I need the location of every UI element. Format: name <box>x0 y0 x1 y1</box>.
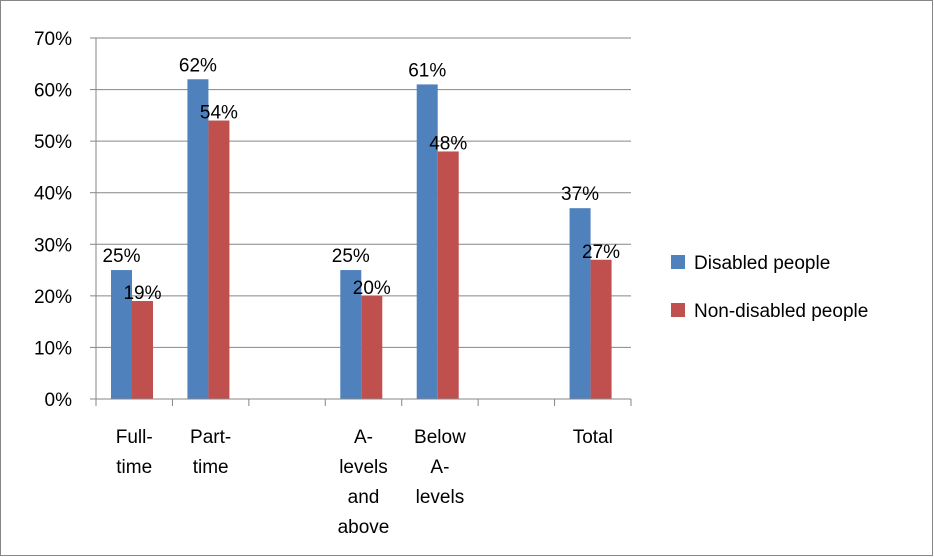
bar <box>187 79 209 399</box>
x-tick-label: A- <box>354 427 373 448</box>
bar <box>208 120 230 399</box>
bar <box>361 295 383 399</box>
y-tick-label: 20% <box>34 287 72 308</box>
x-tick-label: levels <box>339 457 388 478</box>
data-label: 25% <box>102 246 140 267</box>
data-label: 61% <box>408 60 446 81</box>
y-tick-label: 40% <box>34 184 72 205</box>
x-tick-label: time <box>116 457 152 478</box>
x-tick-label: Full- <box>116 427 153 448</box>
y-tick-label: 50% <box>34 132 72 153</box>
legend-swatch <box>671 303 685 317</box>
data-labels: 25% 62% 25% 61% 37% 19% 54% 20% 48% 27% <box>102 55 620 304</box>
x-tick-label: Total <box>573 427 613 448</box>
x-tick-label: levels <box>416 487 465 508</box>
x-tick-label: Below <box>414 427 466 448</box>
x-tick-label: time <box>193 457 229 478</box>
data-label: 25% <box>332 246 370 267</box>
legend-label: Disabled people <box>694 253 830 274</box>
data-label: 19% <box>123 283 161 304</box>
bar <box>132 301 153 399</box>
bar <box>340 270 362 399</box>
x-tick-label: above <box>338 517 390 538</box>
x-tick-label: A- <box>430 457 449 478</box>
bar <box>569 208 591 399</box>
x-tick-label: and <box>348 487 380 508</box>
bar <box>416 84 438 400</box>
axes: 0% 10% 20% 30% 40% 50% 60% 70% Full-time Part-tim… <box>34 29 632 538</box>
data-label: 37% <box>561 184 599 205</box>
y-tick-label: 0% <box>45 390 73 411</box>
legend-swatch <box>671 255 685 269</box>
data-label: 54% <box>200 103 238 124</box>
legend-label: Non-disabled people <box>694 301 868 322</box>
bar <box>437 151 459 399</box>
y-tick-label: 10% <box>34 338 72 359</box>
bars <box>111 79 612 400</box>
bar <box>111 270 132 399</box>
gridlines <box>96 37 631 348</box>
y-tick-label: 60% <box>34 81 72 102</box>
data-label: 62% <box>179 55 217 76</box>
y-tick-label: 30% <box>34 235 72 256</box>
legend: Disabled people Non-disabled people <box>671 253 868 322</box>
data-label: 48% <box>429 133 467 154</box>
x-tick-label: Part- <box>190 427 231 448</box>
data-label: 20% <box>353 278 391 299</box>
data-label: 27% <box>582 242 620 263</box>
y-tick-label: 70% <box>34 29 72 50</box>
bar <box>590 259 612 399</box>
